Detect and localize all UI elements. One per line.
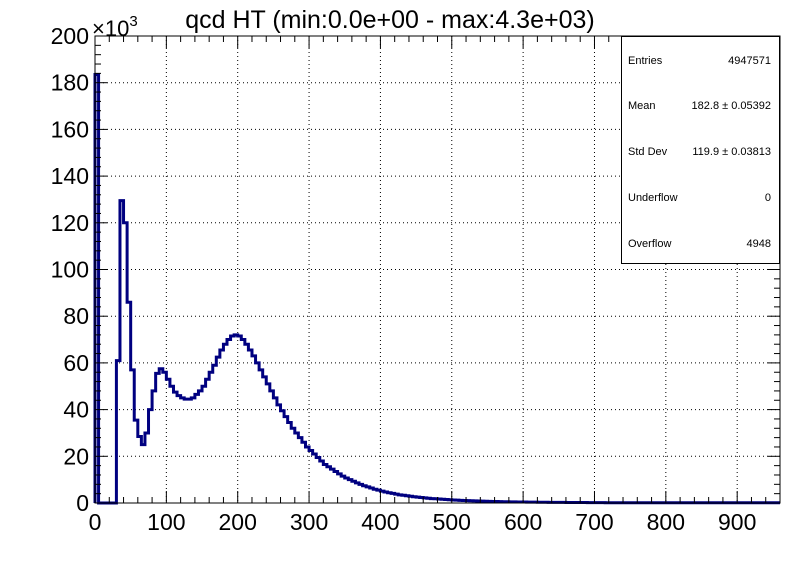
- y-multiplier-exponent: 3: [129, 13, 137, 30]
- stats-stddev-label: Std Dev: [628, 146, 668, 158]
- y-tick-label: 180: [51, 70, 89, 96]
- y-tick-label: 140: [51, 163, 89, 189]
- stats-row-stddev: Std Dev 119.9 ± 0.03813: [622, 146, 779, 162]
- x-tick-label: 800: [647, 509, 685, 535]
- y-tick-label: 120: [51, 210, 89, 236]
- stats-underflow-label: Underflow: [628, 192, 678, 204]
- x-tick-label: 300: [290, 509, 328, 535]
- axes: 0 100 200 300 400 500 600 700 800 900 0 20 40 60 80 100…: [51, 23, 781, 535]
- y-tick-label: 80: [63, 303, 89, 329]
- y-axis-multiplier: ×103: [92, 13, 138, 41]
- x-tick-label: 700: [575, 509, 613, 535]
- stats-overflow-label: Overflow: [628, 238, 672, 250]
- y-tick-label: 0: [76, 490, 89, 516]
- y-tick-label: 20: [63, 443, 89, 469]
- stats-entries-label: Entries: [628, 55, 663, 67]
- stats-box: Entries 4947571 Mean 182.8 ± 0.05392 Std…: [621, 36, 780, 264]
- x-tick-label: 400: [361, 509, 399, 535]
- y-tick-label: 100: [51, 257, 89, 283]
- x-tick-label: 600: [504, 509, 542, 535]
- chart-title: qcd HT (min:0.0e+00 - max:4.3e+03): [185, 6, 594, 34]
- stats-row-entries: Entries 4947571: [622, 55, 779, 71]
- stats-stddev-value: 119.9 ± 0.03813: [692, 146, 771, 158]
- x-tick-label: 100: [147, 509, 185, 535]
- x-tick-label: 500: [433, 509, 471, 535]
- stats-underflow-value: 0: [764, 192, 771, 204]
- x-tick-label: 200: [219, 509, 257, 535]
- y-tick-label: 60: [63, 350, 89, 376]
- stats-mean-value: 182.8 ± 0.05392: [691, 100, 771, 112]
- y-tick-label: 40: [63, 397, 89, 423]
- x-tick-label: 900: [718, 509, 756, 535]
- stats-entries-value: 4947571: [728, 55, 771, 67]
- stats-row-overflow: Overflow 4948: [622, 238, 779, 254]
- stats-row-mean: Mean 182.8 ± 0.05392: [622, 100, 779, 116]
- x-tick-label: 0: [89, 509, 102, 535]
- y-multiplier-base: ×10: [92, 16, 129, 41]
- stats-row-underflow: Underflow 0: [622, 192, 779, 208]
- stats-overflow-value: 4948: [746, 238, 771, 250]
- stats-mean-label: Mean: [628, 100, 656, 112]
- y-tick-label: 200: [51, 23, 89, 49]
- y-tick-label: 160: [51, 116, 89, 142]
